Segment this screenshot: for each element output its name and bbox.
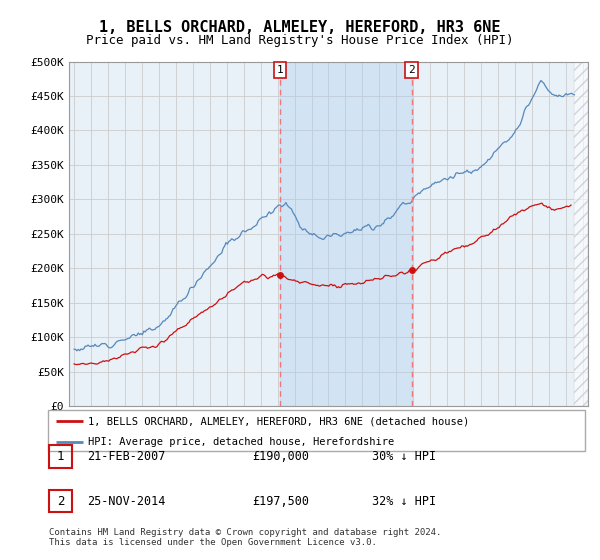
Text: 1: 1 [57, 450, 64, 463]
Text: 32% ↓ HPI: 32% ↓ HPI [372, 494, 436, 508]
Text: £190,000: £190,000 [252, 450, 309, 463]
Text: 1, BELLS ORCHARD, ALMELEY, HEREFORD, HR3 6NE: 1, BELLS ORCHARD, ALMELEY, HEREFORD, HR3… [99, 20, 501, 35]
Text: £197,500: £197,500 [252, 494, 309, 508]
Bar [280, 62, 412, 406]
Text: Contains HM Land Registry data © Crown copyright and database right 2024.
This d: Contains HM Land Registry data © Crown c… [49, 528, 442, 547]
Text: Price paid vs. HM Land Registry's House Price Index (HPI): Price paid vs. HM Land Registry's House … [86, 34, 514, 46]
Bar [574, 62, 588, 406]
Text: 2: 2 [408, 65, 415, 75]
Text: 25-NOV-2014: 25-NOV-2014 [87, 494, 166, 508]
Text: 30% ↓ HPI: 30% ↓ HPI [372, 450, 436, 463]
Text: 2: 2 [57, 494, 64, 508]
Text: 1: 1 [277, 65, 283, 75]
Text: 21-FEB-2007: 21-FEB-2007 [87, 450, 166, 463]
Text: 1, BELLS ORCHARD, ALMELEY, HEREFORD, HR3 6NE (detached house): 1, BELLS ORCHARD, ALMELEY, HEREFORD, HR3… [88, 417, 470, 426]
Text: HPI: Average price, detached house, Herefordshire: HPI: Average price, detached house, Here… [88, 437, 395, 446]
